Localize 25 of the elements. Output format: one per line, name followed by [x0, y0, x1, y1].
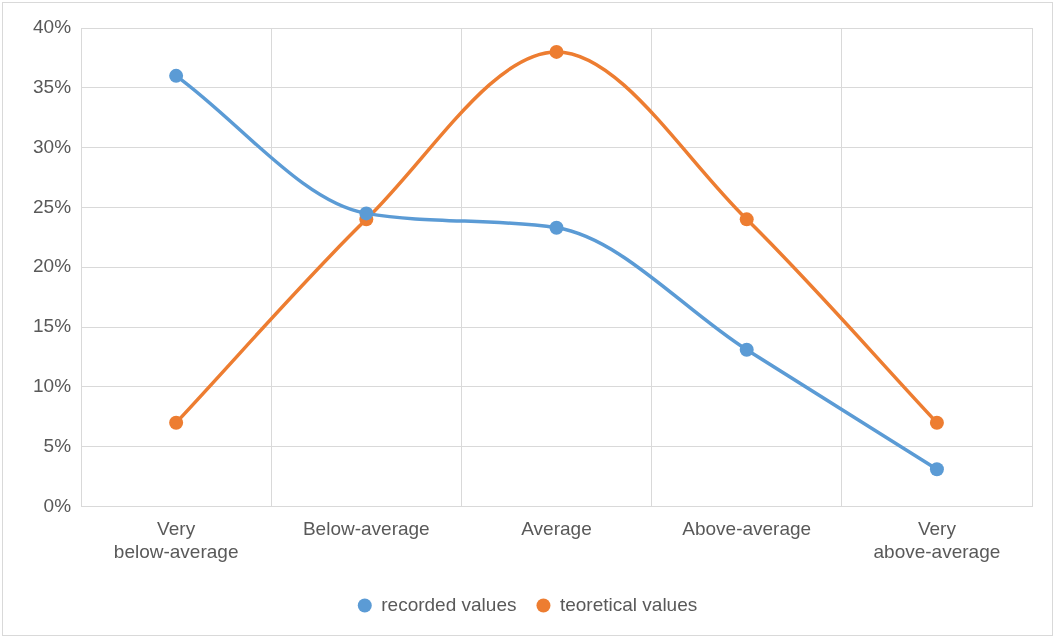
point	[739, 212, 754, 227]
y-tick-label: 35%	[33, 76, 72, 98]
point	[739, 342, 754, 357]
point	[169, 415, 184, 430]
y-tick-label: 20%	[33, 255, 72, 277]
y-tick-label: 0%	[43, 494, 72, 516]
point	[169, 68, 184, 83]
y-tick-label: 15%	[33, 315, 72, 337]
legend-label: teoretical values	[559, 593, 698, 615]
point	[359, 206, 374, 221]
y-tick-label: 25%	[33, 195, 72, 217]
x-tick-label: Very below-average	[113, 518, 239, 562]
x-tick-label: Very above-average	[873, 518, 1001, 562]
point	[549, 44, 564, 59]
x-tick-label: Average	[521, 518, 592, 540]
y-tick-label: 40%	[33, 16, 72, 38]
x-tick-label: Above-average	[682, 518, 812, 540]
legend-label: recorded values	[381, 593, 517, 615]
y-tick-label: 30%	[33, 135, 72, 157]
point	[929, 415, 944, 430]
point	[549, 220, 564, 235]
y-tick-label: 5%	[43, 434, 72, 456]
x-tick-label: Below-average	[302, 518, 430, 540]
point	[929, 462, 944, 477]
y-tick-label: 10%	[33, 375, 72, 397]
